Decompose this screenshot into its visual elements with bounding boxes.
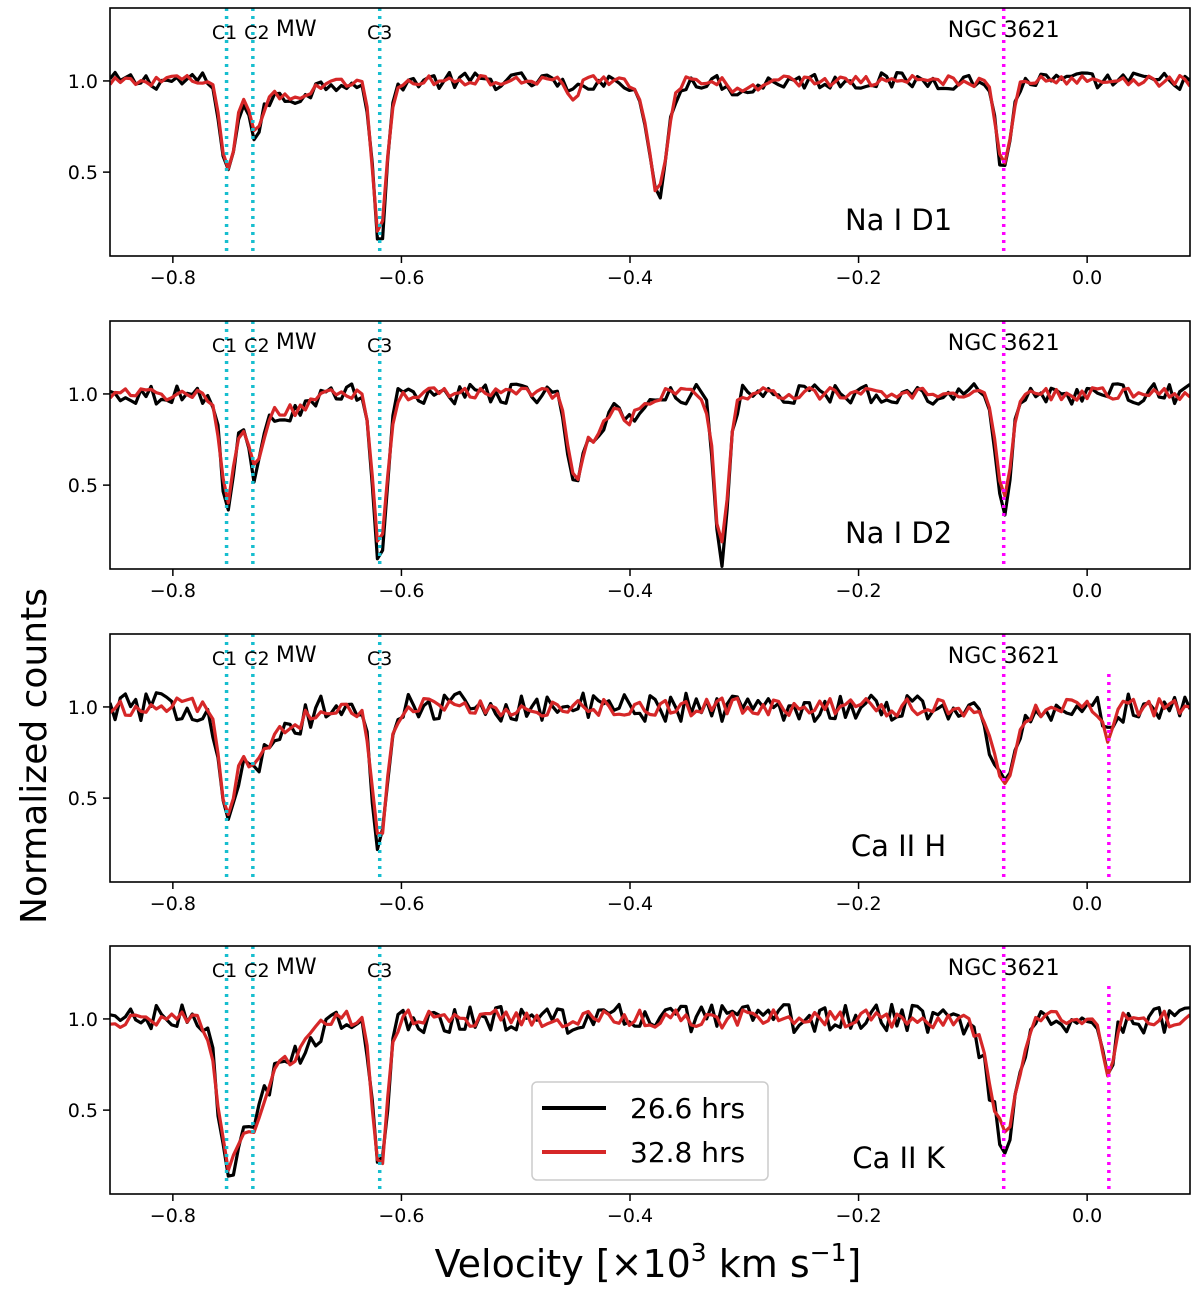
x-tick-label: −0.6 [378,580,424,602]
y-tick-label: 1.0 [68,697,98,719]
panel-frame [109,633,1191,883]
component-label-c1: C1 [212,960,237,982]
component-label-c2: C2 [244,22,269,44]
component-label-c3: C3 [367,648,392,670]
panel-na-i-d1: −0.8 −0.6 −0.4 −0.2 0.0 0.5 1.0 C1 C2 C3 MW NGC 362… [68,7,1191,289]
galaxy-label: NGC 3621 [948,331,1060,356]
panel-label: Na I D1 [845,203,952,237]
mw-label: MW [276,330,317,355]
x-tick-label: 0.0 [1072,580,1102,602]
x-tick-label: −0.4 [607,1205,653,1227]
series-32.8-hrs [110,73,1190,233]
panel-na-i-d2: −0.8 −0.6 −0.4 −0.2 0.0 0.5 1.0 C1 C2 C3 MW NGC 362… [68,320,1191,602]
panels-layer: −0.8 −0.6 −0.4 −0.2 0.0 0.5 1.0 C1 C2 C3 MW NGC 362… [68,7,1191,1227]
y-tick-label: 0.5 [68,1100,98,1122]
panel-data [110,1002,1190,1178]
x-tick-label: −0.4 [607,267,653,289]
x-axis-label-end: ] [847,1242,862,1286]
panel-frame [109,320,1191,570]
x-axis-label-sup: 3 [691,1238,707,1267]
x-axis-label-units-sup: −1 [810,1238,847,1267]
legend-label-26.6: 26.6 hrs [630,1092,745,1125]
galaxy-label: NGC 3621 [948,644,1060,669]
x-tick-label: −0.8 [150,1205,196,1227]
series-32.8-hrs [110,386,1190,544]
x-axis-label-main: Velocity [×10 [435,1242,691,1286]
component-label-c2: C2 [244,335,269,357]
x-tick-label: −0.4 [607,580,653,602]
legend: 26.6 hrs 32.8 hrs [531,1081,769,1181]
y-tick-label: 0.5 [68,788,98,810]
x-tick-label: 0.0 [1072,267,1102,289]
y-tick-label: 1.0 [68,71,98,93]
panel-data [110,382,1190,568]
mw-label: MW [276,17,317,42]
x-axis-label-units: km s [707,1242,810,1286]
y-tick-label: 0.5 [68,475,98,497]
component-label-c1: C1 [212,22,237,44]
x-tick-label: −0.8 [150,267,196,289]
x-tick-label: 0.0 [1072,1205,1102,1227]
panel-label: Ca II H [851,829,946,863]
panel-data [110,690,1190,852]
y-tick-label: 1.0 [68,1009,98,1031]
legend-label-32.8: 32.8 hrs [630,1136,745,1169]
component-label-c3: C3 [367,335,392,357]
panel-label: Na I D2 [845,516,952,550]
panel-ca-ii-k: −0.8 −0.6 −0.4 −0.2 0.0 0.5 1.0 C1 C2 C3 MW NGC 362… [68,945,1191,1227]
y-tick-label: 0.5 [68,162,98,184]
series-32.8-hrs [110,1008,1190,1172]
panel-data [110,70,1190,241]
y-tick-label: 1.0 [68,384,98,406]
x-tick-label: −0.2 [836,893,882,915]
series-32.8-hrs [110,696,1190,836]
component-label-c1: C1 [212,648,237,670]
x-tick-label: −0.8 [150,580,196,602]
x-tick-label: −0.6 [378,1205,424,1227]
x-tick-label: −0.6 [378,267,424,289]
panel-frame [109,945,1191,1195]
component-label-c2: C2 [244,960,269,982]
x-tick-label: −0.4 [607,893,653,915]
component-label-c2: C2 [244,648,269,670]
galaxy-label: NGC 3621 [948,18,1060,43]
x-tick-label: 0.0 [1072,893,1102,915]
x-tick-label: −0.2 [836,267,882,289]
mw-label: MW [276,643,317,668]
series-26.6-hrs [110,382,1190,568]
x-tick-label: −0.2 [836,1205,882,1227]
x-tick-label: −0.6 [378,893,424,915]
x-axis-label: Velocity [×103 km s−1] [435,1238,862,1286]
y-axis-label: Normalized counts [14,588,55,924]
panel-frame [109,7,1191,257]
component-label-c3: C3 [367,22,392,44]
component-label-c3: C3 [367,960,392,982]
mw-label: MW [276,955,317,980]
x-tick-label: −0.2 [836,580,882,602]
panel-ca-ii-h: −0.8 −0.6 −0.4 −0.2 0.0 0.5 1.0 C1 C2 C3 MW NGC 362… [68,633,1191,915]
galaxy-label: NGC 3621 [948,956,1060,981]
component-label-c1: C1 [212,335,237,357]
panel-label: Ca II K [852,1141,946,1175]
x-tick-label: −0.8 [150,893,196,915]
